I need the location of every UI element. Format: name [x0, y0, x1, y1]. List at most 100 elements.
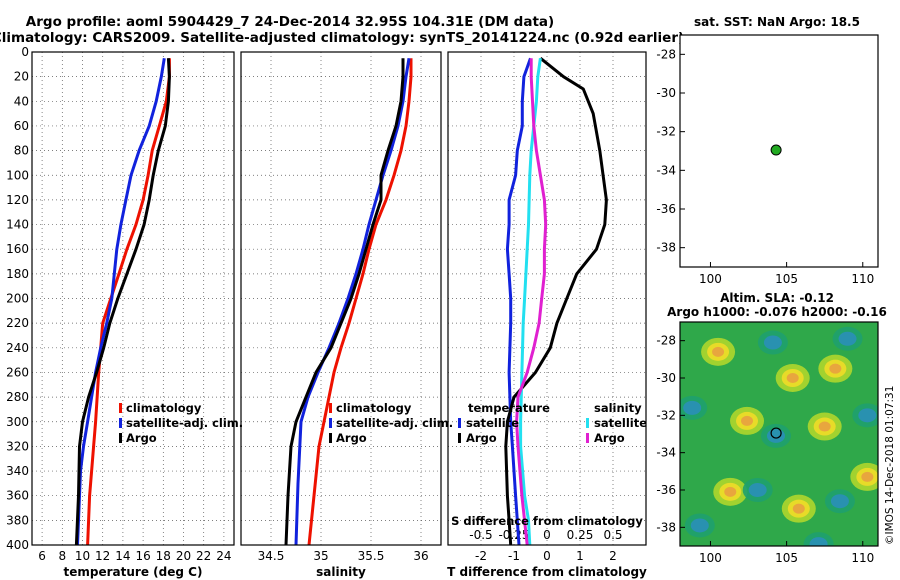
sla-low-core: [830, 494, 849, 509]
x-tick-label: 1: [576, 549, 584, 563]
legend-temperature-title: temperature: [468, 401, 550, 415]
legend-satellite-adj: satellite-adj. clim.: [336, 416, 453, 430]
sla-map-ticks: 100 105 110 -28 -30 -32 -34 -36 -38: [656, 334, 874, 565]
y-tick-label: 120: [6, 193, 29, 207]
map-y-tick-label: -36: [656, 483, 676, 497]
temperature-series: [74, 57, 171, 545]
y-tick-label: 380: [6, 513, 29, 527]
x-tick-label: 14: [115, 549, 130, 563]
x2-tick-label: 0.5: [603, 528, 622, 542]
sla-high-core: [712, 346, 725, 357]
difference-frame: [447, 51, 647, 546]
y-tick-label: 300: [6, 415, 29, 429]
y-tick-label: 200: [6, 292, 29, 306]
title-line-1: Argo profile: aoml 5904429_7 24-Dec-2014…: [26, 14, 554, 30]
sla-low-core: [748, 483, 767, 497]
sla-low-core: [766, 428, 785, 443]
map-y-tick-label: -36: [656, 202, 676, 216]
argo-position-marker: [770, 427, 782, 439]
sla-anomaly-blobs: [680, 326, 878, 546]
salinity-grid: [241, 52, 441, 545]
sla-map-point: [770, 427, 782, 439]
x-tick-label: 35: [313, 549, 328, 563]
s-difference-axis-label: S difference from climatology: [451, 514, 643, 528]
legend-salinity-title: salinity: [594, 401, 642, 415]
y-tick-label: 140: [6, 218, 29, 232]
legend-swatch-s-argo: [586, 433, 589, 443]
sla-low-core: [858, 408, 877, 423]
salinity-tick-labels: 34.5 35 35.5 36: [258, 549, 429, 563]
x-tick-label: -1: [508, 549, 520, 563]
x-tick-label: 16: [135, 549, 150, 563]
x-tick-label: 36: [413, 549, 428, 563]
map-y-tick-label: -32: [656, 125, 676, 139]
legend-climatology: climatology: [126, 401, 202, 415]
temperature-tick-labels: 6 8 10 12 14 16 18 20 22 24: [38, 549, 231, 563]
temperature-legend: climatology satellite-adj. clim. Argo: [119, 401, 243, 445]
x2-tick-label: 0.25: [567, 528, 594, 542]
y-tick-label: 60: [14, 119, 29, 133]
legend-swatch-climatology: [119, 403, 122, 413]
sla-high-core: [861, 471, 874, 482]
legend-swatch-argo: [119, 433, 122, 443]
depth-tick-labels: 0 20 40 60 80 100 120 140 160 180 200 220 240 260 280 3…: [6, 45, 29, 552]
y-tick-label: 320: [6, 439, 29, 453]
series-line-satellite-adj-clim-: [294, 57, 411, 545]
sla-map-frame: [679, 321, 879, 547]
y-tick-label: 240: [6, 341, 29, 355]
x-tick-label: 22: [196, 549, 211, 563]
x-tick-label: 24: [216, 549, 231, 563]
map-x-tick-label: 105: [775, 551, 798, 565]
legend-satellite-adj: satellite-adj. clim.: [126, 416, 243, 430]
series-line-climatology: [307, 58, 413, 545]
legend-swatch-t-satellite: [458, 418, 461, 428]
map-y-tick-label: -34: [656, 446, 676, 460]
series-line-temperature-argo: [504, 57, 608, 545]
temperature-axis-label: temperature (deg C): [64, 565, 203, 579]
sla-low-core: [683, 400, 702, 415]
x-tick-label: 18: [156, 549, 171, 563]
map-y-tick-label: -30: [656, 86, 676, 100]
x2-tick-label: -0.5: [469, 528, 492, 542]
y-tick-label: 20: [14, 70, 29, 84]
credit: ©IMOS 14-Dec-2018 01:07:31: [884, 386, 896, 545]
y-tick-label: 100: [6, 168, 29, 182]
t-difference-tick-labels: -2 -1 0 1 2: [475, 549, 617, 563]
difference-grid: [448, 52, 646, 545]
sst-map-point: [770, 144, 782, 156]
salinity-axis-label: salinity: [316, 565, 366, 579]
sla-low-core: [838, 331, 857, 346]
sla-low-core: [763, 335, 782, 350]
legend-swatch-t-argo: [458, 433, 461, 443]
x-tick-label: 20: [176, 549, 191, 563]
legend-s-argo: Argo: [594, 431, 625, 445]
y-tick-label: 40: [14, 94, 29, 108]
t-difference-axis-label: T difference from climatology: [447, 565, 647, 579]
y-tick-label: 400: [6, 538, 29, 552]
x-tick-label: 8: [58, 549, 66, 563]
sla-high-core: [741, 415, 754, 426]
salinity-frame: [240, 51, 442, 546]
sla-high-core: [829, 363, 842, 374]
legend-swatch-climatology: [329, 403, 332, 413]
x-tick-label: 2: [609, 549, 617, 563]
sla-map-title-1: Altim. SLA: -0.12: [720, 291, 834, 305]
sst-map-ticks: 100 105 110 -28 -30 -32 -34 -36 -38: [656, 47, 874, 286]
temperature-frame: [31, 51, 235, 546]
sla-high-core: [792, 503, 805, 514]
sst-map-panel: sat. SST: NaN Argo: 18.5 100 105 110 -28 -30…: [656, 15, 879, 286]
legend-t-satellite: satellite: [466, 416, 519, 430]
x-tick-label: 12: [95, 549, 110, 563]
argo-position-marker: [770, 144, 782, 156]
x-tick-label: 35.5: [358, 549, 385, 563]
map-y-tick-label: -38: [656, 241, 676, 255]
x-tick-label: 34.5: [258, 549, 285, 563]
legend-swatch-satellite: [329, 418, 332, 428]
sla-low-core: [690, 518, 709, 533]
sla-low-core: [809, 537, 828, 546]
series-line-salinity-satellite: [519, 57, 542, 545]
difference-panel: -2 -1 0 1 2 -0.5 -0.25 0 0.25 0.5 temperature sa…: [447, 51, 647, 579]
legend-argo: Argo: [336, 431, 367, 445]
legend-climatology: climatology: [336, 401, 412, 415]
